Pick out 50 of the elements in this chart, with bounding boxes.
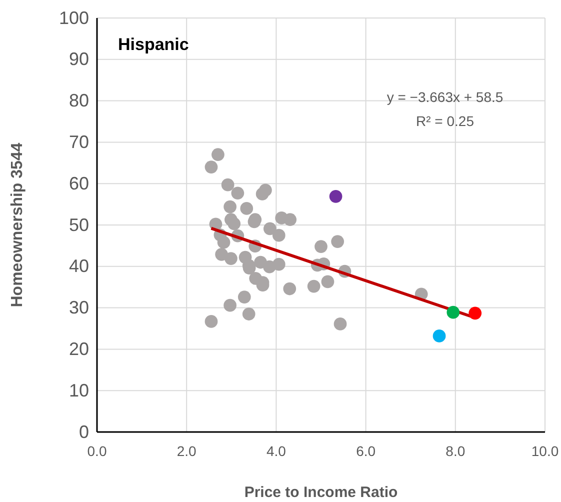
y-tick-label: 10 <box>68 380 89 400</box>
x-tick-label: 10.0 <box>531 442 559 459</box>
annotation: y = −3.663x + 58.5 <box>386 89 504 105</box>
point <box>217 236 230 249</box>
point <box>432 330 446 342</box>
y-tick-label: 20 <box>68 338 89 359</box>
point <box>224 252 238 265</box>
point <box>259 184 272 197</box>
x-tick-label: 6.0 <box>356 442 376 459</box>
point <box>307 280 320 293</box>
y-tick-label: 100 <box>58 8 89 28</box>
text: Hispanic <box>118 35 189 54</box>
y-tick-label: 80 <box>68 90 89 111</box>
point <box>331 235 344 248</box>
y-axis-title: Homeownership 3544 <box>9 142 26 308</box>
point <box>329 190 342 203</box>
point <box>272 228 286 242</box>
point <box>283 282 296 296</box>
point <box>263 222 276 236</box>
annotation: R² = 0.25 <box>416 113 474 129</box>
y-tick-label: 90 <box>68 49 89 70</box>
point <box>334 318 347 330</box>
point <box>228 217 241 230</box>
point <box>204 160 218 174</box>
x-tick-label: 8.0 <box>446 442 466 459</box>
x-tick-label: 4.0 <box>266 442 286 459</box>
point <box>284 213 297 226</box>
point <box>238 290 251 304</box>
point <box>231 186 244 200</box>
point <box>204 315 218 328</box>
point <box>221 178 234 192</box>
y-tick-label: 50 <box>68 214 89 235</box>
point <box>468 306 482 320</box>
point <box>212 148 224 162</box>
y-tick-label: 0 <box>78 422 89 442</box>
y-tick-label: 30 <box>68 298 89 318</box>
point <box>240 202 254 215</box>
point <box>321 275 334 288</box>
x-tick-label: 2.0 <box>176 442 197 459</box>
point <box>314 240 328 253</box>
y-tick-label: 40 <box>68 256 89 276</box>
point <box>242 308 256 320</box>
y-tick-label: 70 <box>68 132 89 152</box>
point <box>224 298 236 312</box>
y-tick-label: 60 <box>68 173 89 194</box>
point <box>446 306 460 319</box>
x-axis-title: Price to Income Ratio <box>244 484 398 501</box>
point <box>224 200 236 214</box>
point <box>272 258 286 271</box>
x-tick-label: 0.0 <box>87 442 107 459</box>
